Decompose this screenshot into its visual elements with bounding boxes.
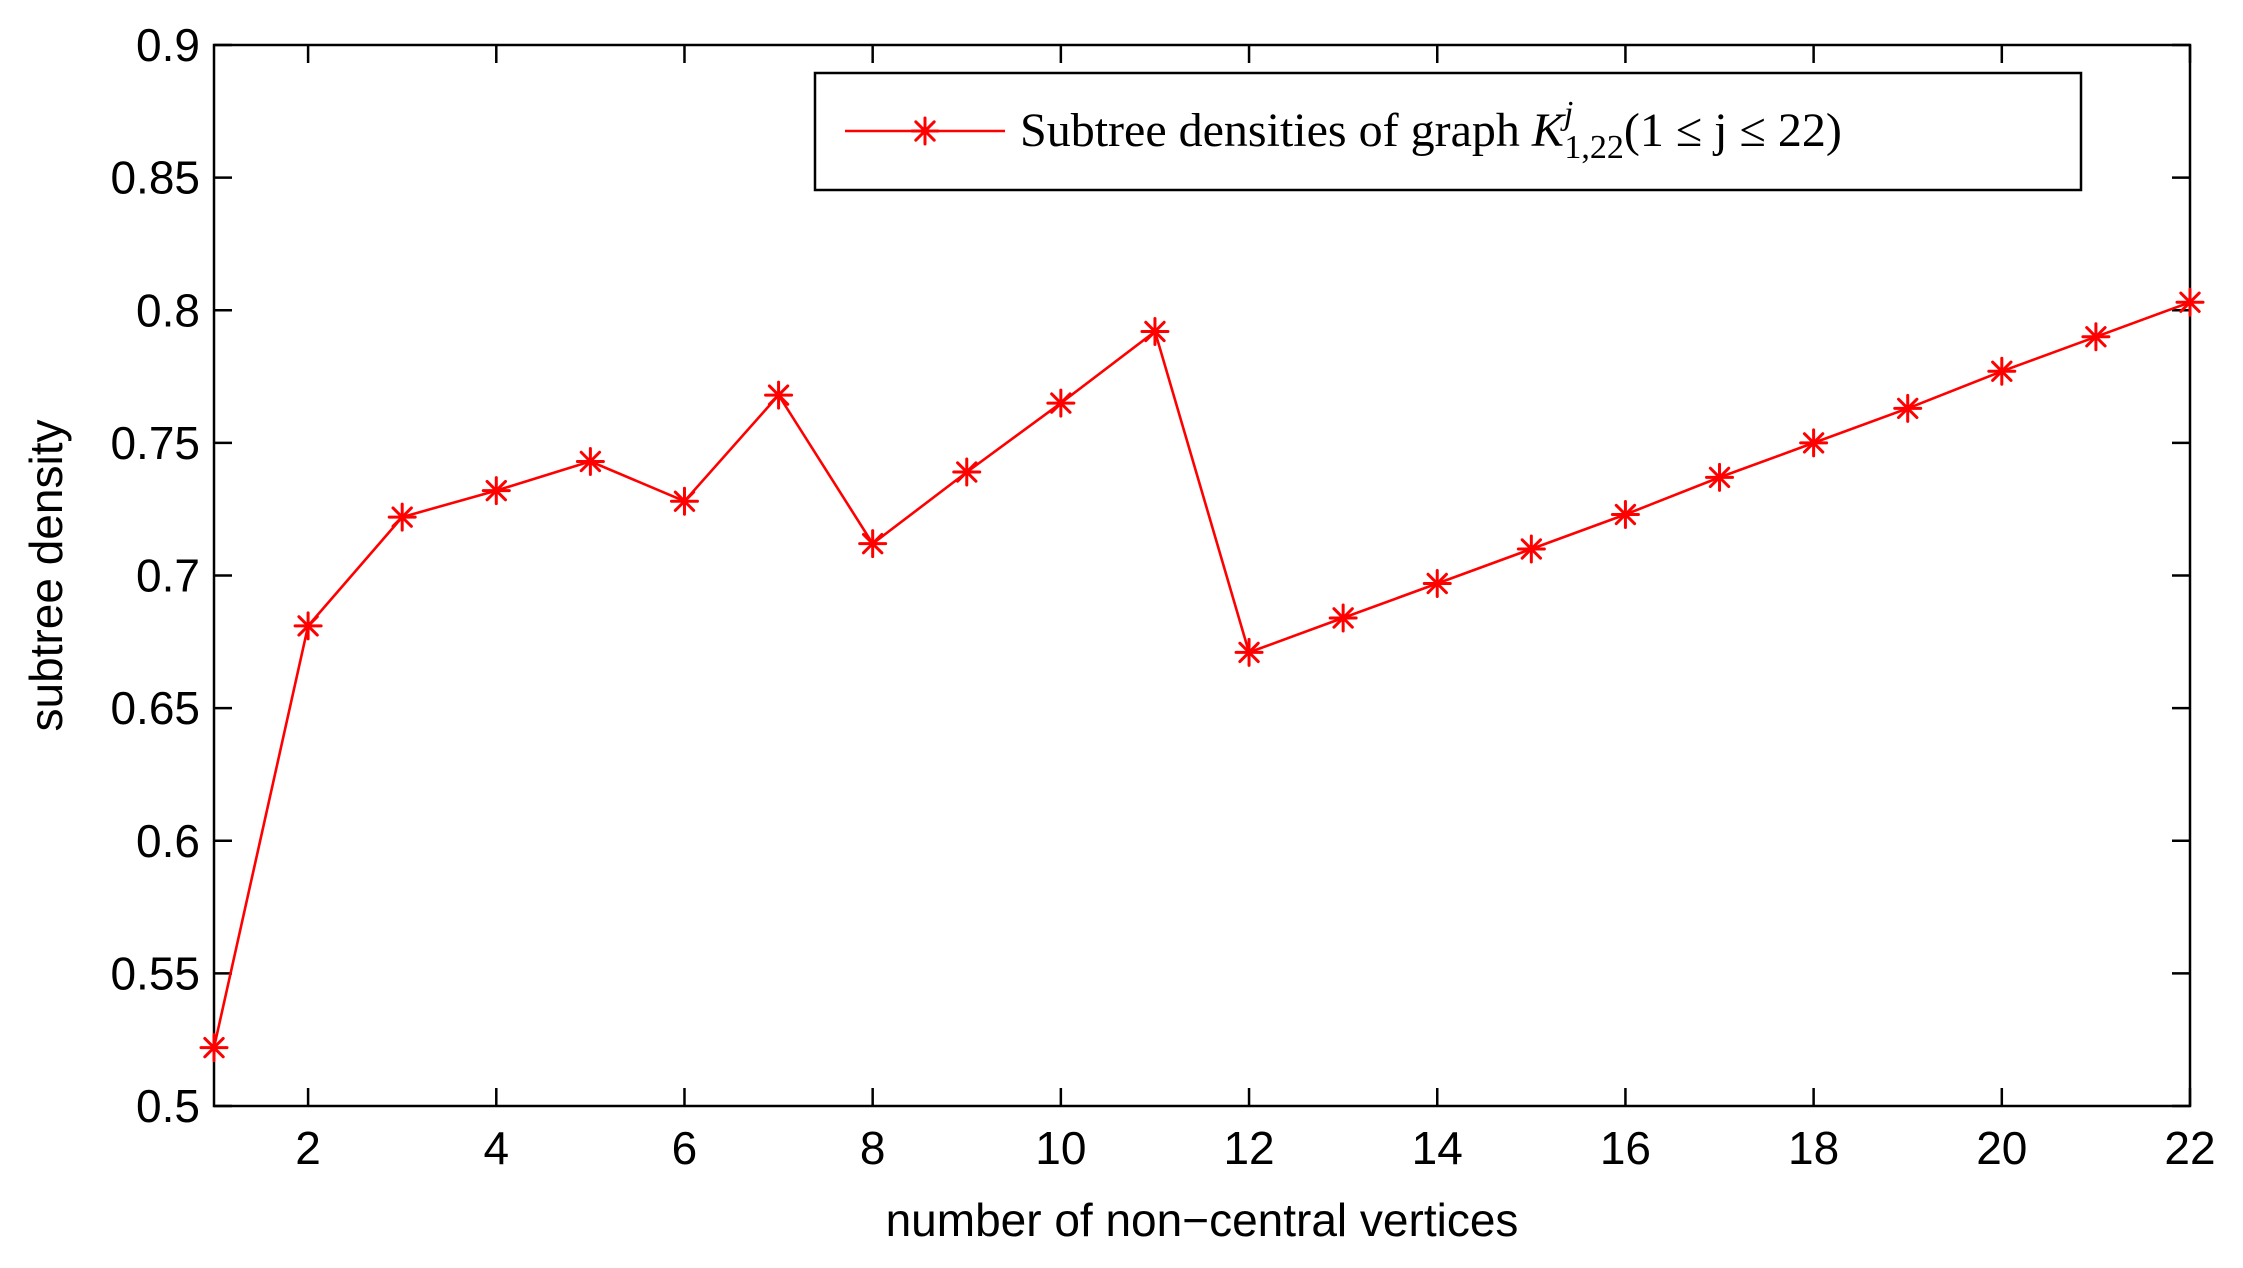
data-point-marker	[293, 611, 323, 641]
x-tick-label: 4	[483, 1122, 509, 1174]
y-axis-label: subtree density	[20, 420, 72, 732]
data-point-marker	[199, 1033, 229, 1063]
data-point-marker	[1140, 316, 1170, 346]
data-point-marker	[669, 486, 699, 516]
y-tick-label: 0.6	[136, 815, 200, 867]
data-point-marker	[1799, 428, 1829, 458]
series-layer	[199, 287, 2205, 1063]
data-point-marker	[952, 457, 982, 487]
x-tick-label: 10	[1035, 1122, 1086, 1174]
legend-marker-icon	[910, 116, 940, 146]
data-point-marker	[1328, 603, 1358, 633]
data-point-marker	[1046, 388, 1076, 418]
data-point-marker	[1987, 356, 2017, 386]
x-tick-label: 22	[2164, 1122, 2215, 1174]
data-point-marker	[575, 446, 605, 476]
series-line	[212, 301, 2191, 1048]
legend-label-math-sup: j	[1560, 95, 1573, 132]
legend-box	[813, 71, 2083, 192]
y-tick-label: 0.8	[136, 284, 200, 336]
x-tick-label: 18	[1788, 1122, 1839, 1174]
x-tick-label: 8	[860, 1122, 886, 1174]
data-point-marker	[1705, 462, 1735, 492]
data-point-marker	[1234, 637, 1264, 667]
legend-marker-star	[910, 116, 940, 146]
y-tick-label: 0.65	[110, 682, 200, 734]
data-point-marker	[1610, 499, 1640, 529]
data-point-marker	[2175, 287, 2205, 317]
y-tick-label: 0.55	[110, 947, 200, 999]
x-tick-label: 14	[1412, 1122, 1463, 1174]
data-point-marker	[2081, 322, 2111, 352]
legend-label-math-tail: (1 ≤ j ≤ 22)	[1624, 104, 1842, 157]
y-tick-label: 0.7	[136, 550, 200, 602]
legend: Subtree densities of graph Kj 1,22(1 ≤ j …	[813, 71, 2083, 192]
axis-tick-labels: 2 4 6 8 10 12 14 16 18 20 22 0.5 0.55 0.6 0.65 0.7 0.75 0…	[110, 19, 2215, 1174]
y-tick-label: 0.9	[136, 19, 200, 71]
legend-label-math-base: K	[1531, 104, 1567, 157]
x-tick-label: 12	[1223, 1122, 1274, 1174]
x-tick-label: 2	[295, 1122, 321, 1174]
data-point-marker	[387, 502, 417, 532]
legend-label-math-sub: 1,22	[1564, 129, 1624, 166]
data-point-marker	[481, 476, 511, 506]
x-tick-label: 6	[672, 1122, 698, 1174]
x-tick-label: 20	[1976, 1122, 2027, 1174]
legend-label: Subtree densities of graph Kj 1,22(1 ≤ j …	[1020, 95, 1842, 166]
y-tick-label: 0.5	[136, 1080, 200, 1132]
y-tick-label: 0.85	[110, 152, 200, 204]
x-axis-label: number of non−central vertices	[886, 1194, 1519, 1246]
legend-label-prefix: Subtree densities of graph	[1020, 104, 1532, 157]
data-point-marker	[1893, 393, 1923, 423]
data-point-marker	[764, 380, 794, 410]
data-point-marker	[1422, 568, 1452, 598]
y-tick-label: 0.75	[110, 417, 200, 469]
x-tick-label: 16	[1600, 1122, 1651, 1174]
data-point-marker	[1516, 534, 1546, 564]
axis-ticks	[214, 43, 2192, 1108]
data-point-marker	[858, 529, 888, 559]
